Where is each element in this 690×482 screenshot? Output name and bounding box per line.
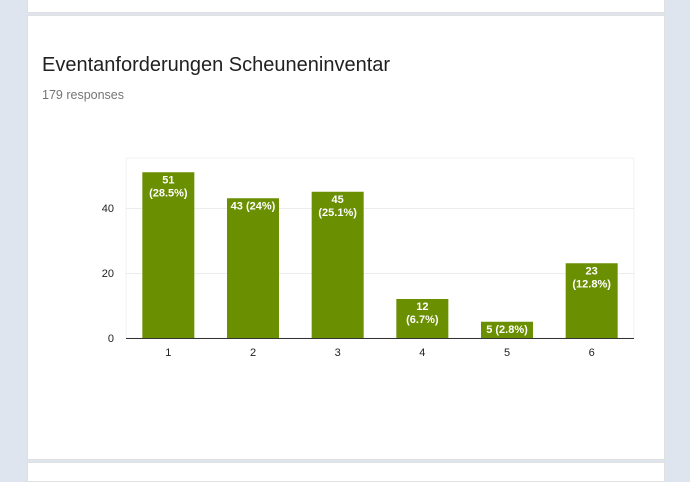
x-tick-label: 3 (335, 347, 341, 359)
x-tick-label: 6 (589, 347, 595, 359)
data-label-line: 5 (2.8%) (486, 324, 528, 336)
data-label: 5 (2.8%) (486, 324, 528, 336)
bar[interactable] (396, 299, 449, 338)
data-label-line: 43 (24%) (231, 200, 276, 212)
x-tick-labels: 1 2 3 4 5 6 (165, 347, 594, 359)
bar[interactable] (481, 321, 533, 338)
bar[interactable] (565, 263, 618, 338)
x-tick-label: 5 (504, 347, 510, 359)
data-label: 23(12.8%) (572, 265, 611, 290)
bar[interactable] (142, 172, 195, 338)
previous-card (27, 0, 665, 13)
x-tick-label: 4 (419, 347, 425, 359)
data-label: 51(28.5%) (149, 174, 188, 199)
bar[interactable] (311, 191, 364, 338)
gridlines (126, 208, 634, 274)
data-label: 43 (24%) (231, 200, 276, 212)
plot-area (125, 157, 635, 339)
chart-title: Eventanforderungen Scheuneninventar (42, 54, 391, 76)
data-label-line: 12 (416, 301, 428, 313)
x-tick-label: 2 (250, 347, 256, 359)
data-label-line: (28.5%) (149, 187, 188, 199)
x-tick-label: 1 (165, 347, 171, 359)
y-tick-label: 20 (102, 268, 114, 280)
bar[interactable] (227, 198, 279, 338)
response-count: 179 responses (42, 88, 125, 102)
bars (142, 172, 618, 338)
y-tick-labels: 0 20 40 (102, 203, 114, 345)
data-label-line: 51 (162, 174, 174, 186)
data-label: 45(25.1%) (318, 194, 357, 219)
data-labels: 51(28.5%) 43 (24%) 45(25.1%) 12(6.7%) 5 (2.8… (149, 174, 611, 336)
data-label-line: 23 (586, 265, 598, 277)
y-tick-label: 40 (102, 203, 114, 215)
data-label-line: (12.8%) (572, 278, 611, 290)
data-label-line: (6.7%) (406, 314, 439, 326)
data-label-line: (25.1%) (318, 207, 357, 219)
data-label-line: 45 (332, 194, 344, 206)
y-tick-label: 0 (108, 333, 114, 345)
data-label: 12(6.7%) (406, 301, 439, 326)
